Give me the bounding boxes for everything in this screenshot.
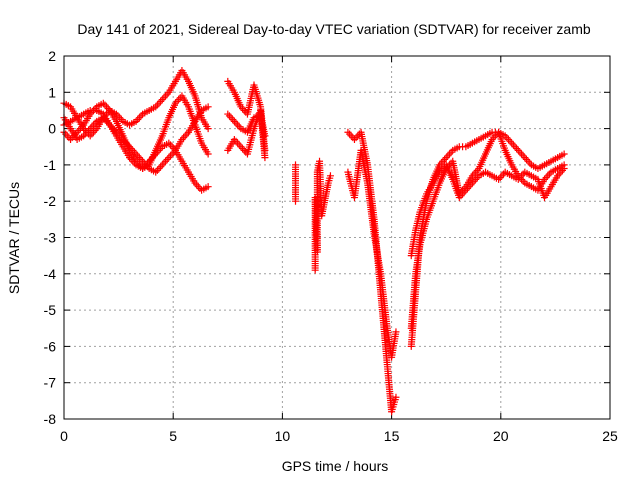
axis-ticks: 0 5 10 15 20 25 -8 -7 -6 -5 -4 -3 -2 -1 0 1 2	[44, 48, 618, 444]
x-tick-label: 10	[275, 428, 291, 444]
chart-title: Day 141 of 2021, Sidereal Day-to-day VTE…	[77, 21, 590, 37]
data-point	[204, 183, 212, 191]
x-axis-label: GPS time / hours	[282, 458, 389, 474]
y-tick-label: -1	[44, 157, 57, 173]
series-track-d	[60, 103, 212, 176]
data-point	[392, 328, 400, 336]
grid-lines	[64, 56, 610, 419]
x-tick-label: 15	[384, 428, 400, 444]
x-tick-label: 5	[169, 428, 177, 444]
data-point	[204, 103, 212, 111]
data-point	[261, 154, 269, 162]
data-points	[60, 67, 568, 416]
data-point	[204, 150, 212, 158]
plot-frame	[63, 55, 611, 420]
y-tick-label: 0	[48, 121, 56, 137]
y-tick-label: -5	[44, 302, 57, 318]
y-tick-label: -2	[44, 193, 57, 209]
data-point	[204, 125, 212, 133]
series-track-l	[407, 161, 568, 260]
data-point	[326, 172, 334, 180]
y-tick-label: 1	[48, 84, 56, 100]
data-point	[292, 197, 300, 205]
series-track-i	[344, 146, 400, 361]
data-point	[392, 393, 400, 401]
data-point	[560, 150, 568, 158]
y-tick-label: -3	[44, 230, 57, 246]
data-point	[560, 165, 568, 173]
x-tick-label: 20	[493, 428, 509, 444]
series-scatter-10-12	[292, 157, 334, 274]
x-tick-label: 0	[60, 428, 68, 444]
x-tick-label: 25	[602, 428, 618, 444]
y-tick-label: -6	[44, 338, 57, 354]
y-axis-label: SDTVAR / TECUs	[6, 182, 22, 294]
y-tick-label: -8	[44, 411, 57, 427]
y-tick-label: 2	[48, 48, 56, 64]
series-track-g	[224, 106, 269, 162]
y-tick-label: -7	[44, 375, 57, 391]
y-tick-label: -4	[44, 266, 57, 282]
